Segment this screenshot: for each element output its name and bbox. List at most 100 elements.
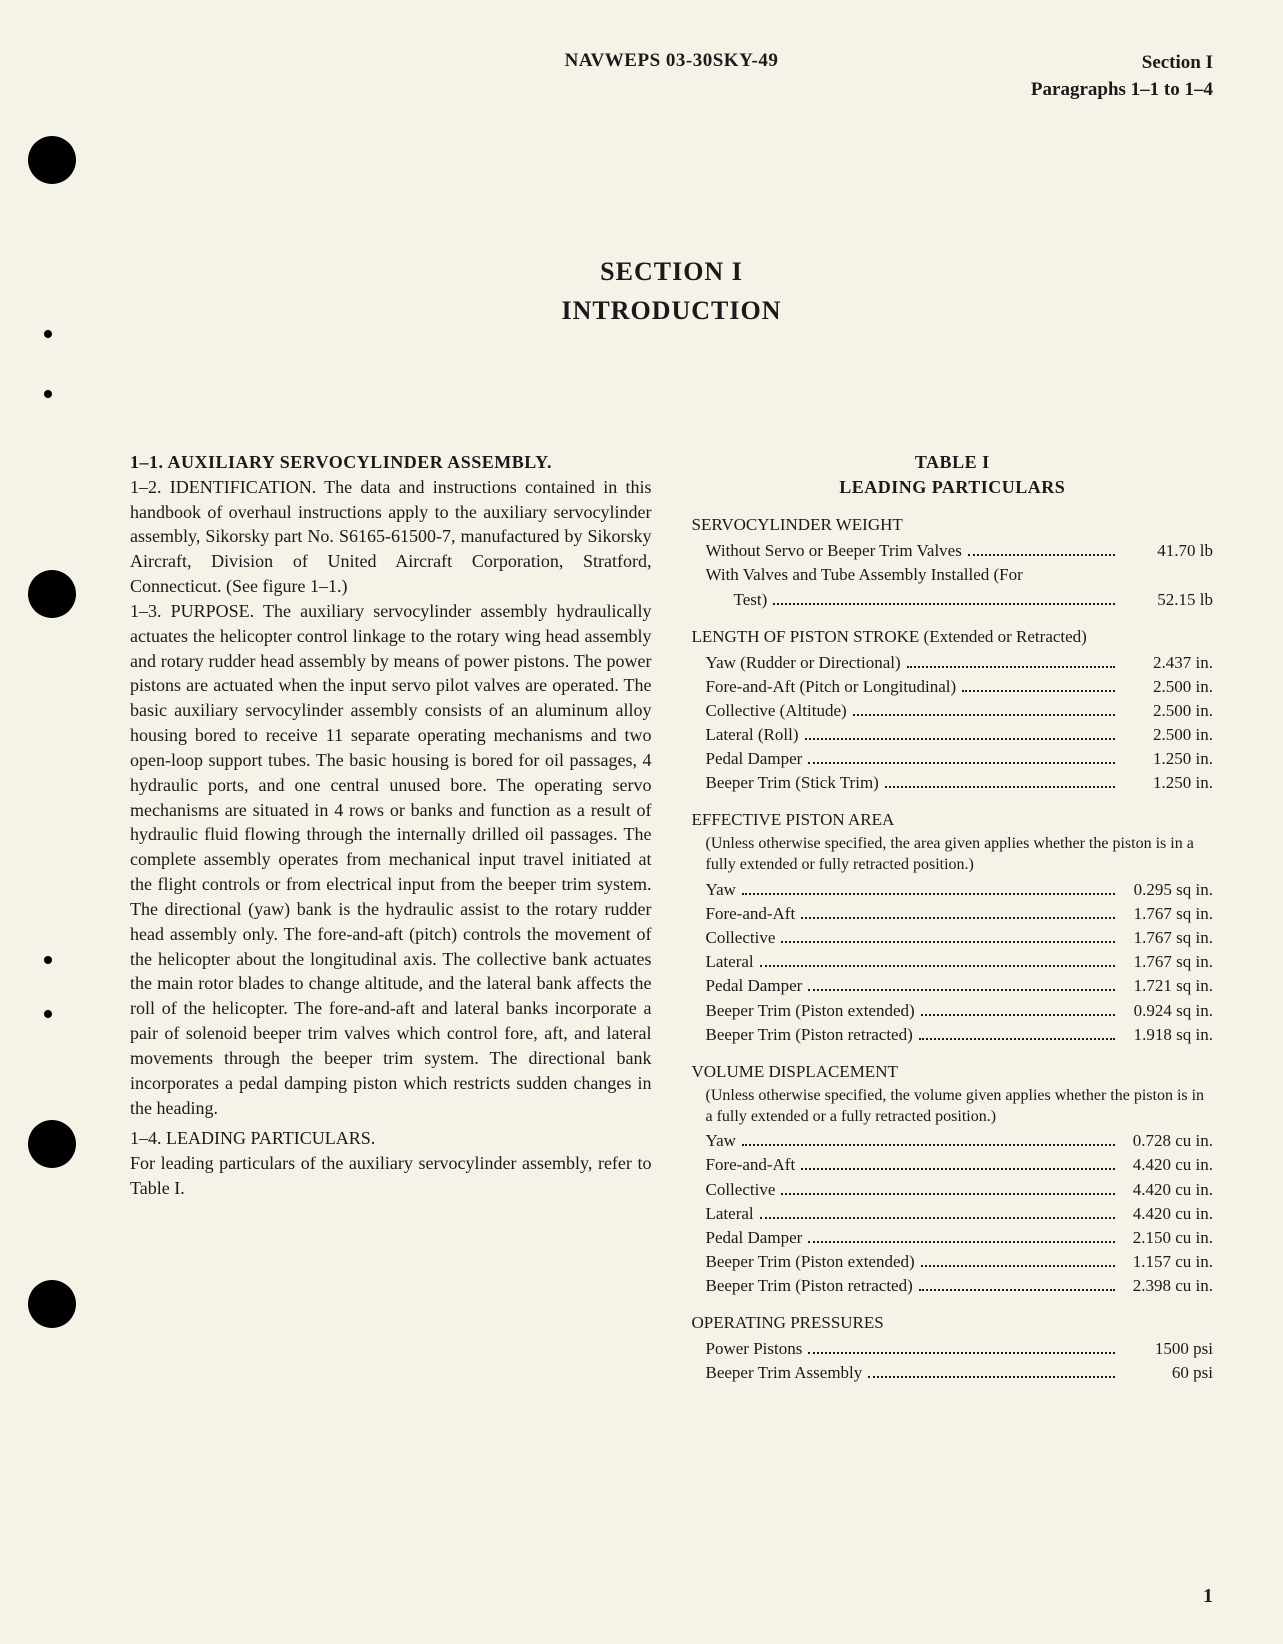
punch-hole (28, 570, 76, 618)
leader-dots (808, 989, 1115, 991)
small-dot (44, 1010, 52, 1018)
row-value: 1.721 sq in. (1121, 974, 1213, 998)
table-row: Beeper Trim (Piston extended)0.924 sq in… (706, 999, 1214, 1023)
small-dot (44, 330, 52, 338)
row-value: 1.767 sq in. (1121, 950, 1213, 974)
table-row: Collective4.420 cu in. (706, 1178, 1214, 1202)
leader-dots (760, 1217, 1115, 1219)
row-value: 1.767 sq in. (1121, 902, 1213, 926)
row-value: 4.420 cu in. (1121, 1153, 1213, 1177)
row-label: Lateral (Roll) (706, 723, 799, 747)
header-paragraphs: Paragraphs 1–1 to 1–4 (1031, 77, 1213, 104)
para-1-2: 1–2. IDENTIFICATION. The data and instru… (130, 475, 652, 599)
leader-dots (808, 762, 1115, 764)
row-value: 1.250 in. (1121, 771, 1213, 795)
leader-dots (962, 690, 1115, 692)
table-group-heading: EFFECTIVE PISTON AREA (692, 809, 1214, 832)
header-right: Section I Paragraphs 1–1 to 1–4 (1031, 50, 1213, 103)
table-row: Fore-and-Aft 1.767 sq in. (706, 902, 1214, 926)
row-value: 0.728 cu in. (1121, 1129, 1213, 1153)
row-value: 2.500 in. (1121, 699, 1213, 723)
row-label: Collective (706, 926, 776, 950)
row-value: 2.500 in. (1121, 723, 1213, 747)
row-value: 4.420 cu in. (1121, 1202, 1213, 1226)
row-label: Power Pistons (706, 1337, 803, 1361)
heading-1-1: 1–1. AUXILIARY SERVOCYLINDER ASSEMBLY. (130, 450, 652, 475)
row-value: 4.420 cu in. (1121, 1178, 1213, 1202)
table-row: Test)52.15 lb (706, 588, 1214, 612)
row-value: 2.500 in. (1121, 675, 1213, 699)
table-row: Yaw (Rudder or Directional)2.437 in. (706, 651, 1214, 675)
row-label: Collective (Altitude) (706, 699, 847, 723)
row-value: 1.250 in. (1121, 747, 1213, 771)
table-leading-particulars: SERVOCYLINDER WEIGHTWithout Servo or Bee… (692, 514, 1214, 1385)
table-row: Beeper Trim (Piston extended) 1.157 cu in… (706, 1250, 1214, 1274)
table-row: Collective (Altitude) 2.500 in. (706, 699, 1214, 723)
table-group-note: (Unless otherwise specified, the area gi… (706, 834, 1214, 876)
table-row: Lateral (Roll) 2.500 in. (706, 723, 1214, 747)
row-label: With Valves and Tube Assembly Installed … (706, 563, 1023, 587)
header-section: Section I (1031, 50, 1213, 77)
row-label: Beeper Trim Assembly (706, 1361, 863, 1385)
section-title-line2: INTRODUCTION (130, 291, 1213, 330)
leader-dots (773, 603, 1115, 605)
leader-dots (921, 1014, 1115, 1016)
leader-dots (801, 917, 1115, 919)
row-value: 2.150 cu in. (1121, 1226, 1213, 1250)
left-column: 1–1. AUXILIARY SERVOCYLINDER ASSEMBLY. 1… (130, 450, 652, 1385)
row-label: Fore-and-Aft (Pitch or Longitudinal) (706, 675, 957, 699)
table-row: Beeper Trim (Piston retracted)1.918 sq i… (706, 1023, 1214, 1047)
table-row: Pedal Damper 2.150 cu in. (706, 1226, 1214, 1250)
small-dot (44, 390, 52, 398)
leader-dots (885, 786, 1115, 788)
leader-dots (801, 1168, 1115, 1170)
row-label: Lateral (706, 1202, 754, 1226)
leader-dots (919, 1038, 1115, 1040)
row-label: Fore-and-Aft (706, 902, 796, 926)
table-row: Beeper Trim (Piston retracted) 2.398 cu i… (706, 1274, 1214, 1298)
leader-dots (907, 666, 1115, 668)
row-label: Lateral (706, 950, 754, 974)
punch-hole (28, 1280, 76, 1328)
row-label: Pedal Damper (706, 1226, 803, 1250)
right-column: TABLE I LEADING PARTICULARS SERVOCYLINDE… (692, 450, 1214, 1385)
leader-dots (781, 941, 1115, 943)
row-label: Without Servo or Beeper Trim Valves (706, 539, 962, 563)
row-label: Beeper Trim (Piston extended) (706, 999, 915, 1023)
table-row: Yaw0.295 sq in. (706, 878, 1214, 902)
table-group-note: (Unless otherwise specified, the volume … (706, 1086, 1214, 1128)
table-row: Power Pistons1500 psi (706, 1337, 1214, 1361)
table-group-heading: VOLUME DISPLACEMENT (692, 1061, 1214, 1084)
row-label: Beeper Trim (Piston retracted) (706, 1274, 913, 1298)
row-value: 2.398 cu in. (1121, 1274, 1213, 1298)
para-1-3: 1–3. PURPOSE. The auxiliary servocylinde… (130, 599, 652, 1120)
leader-dots (808, 1241, 1115, 1243)
small-dot (44, 956, 52, 964)
leader-dots (921, 1265, 1115, 1267)
leader-dots (760, 965, 1115, 967)
table-row: Fore-and-Aft (Pitch or Longitudinal) 2.50… (706, 675, 1214, 699)
table-group-heading: LENGTH OF PISTON STROKE (Extended or Ret… (692, 626, 1214, 649)
punch-hole (28, 1120, 76, 1168)
row-value: 1.157 cu in. (1121, 1250, 1213, 1274)
leader-dots (805, 738, 1116, 740)
row-value: 1.767 sq in. (1121, 926, 1213, 950)
leader-dots (781, 1193, 1115, 1195)
row-label: Beeper Trim (Piston extended) (706, 1250, 915, 1274)
table-row: Pedal Damper1.250 in. (706, 747, 1214, 771)
row-label: Beeper Trim (Stick Trim) (706, 771, 879, 795)
leader-dots (853, 714, 1115, 716)
table-title-line1: TABLE I (692, 450, 1214, 475)
table-row: Yaw 0.728 cu in. (706, 1129, 1214, 1153)
table-row: With Valves and Tube Assembly Installed … (706, 563, 1214, 587)
row-value: 52.15 lb (1121, 588, 1213, 612)
row-label: Yaw (706, 1129, 736, 1153)
para-1-4: For leading particulars of the auxiliary… (130, 1151, 652, 1201)
leader-dots (919, 1289, 1115, 1291)
row-label: Fore-and-Aft (706, 1153, 796, 1177)
leader-dots (742, 893, 1115, 895)
leader-dots (808, 1352, 1115, 1354)
row-label: Pedal Damper (706, 974, 803, 998)
section-title-line1: SECTION I (130, 252, 1213, 291)
row-label: Yaw (Rudder or Directional) (706, 651, 901, 675)
